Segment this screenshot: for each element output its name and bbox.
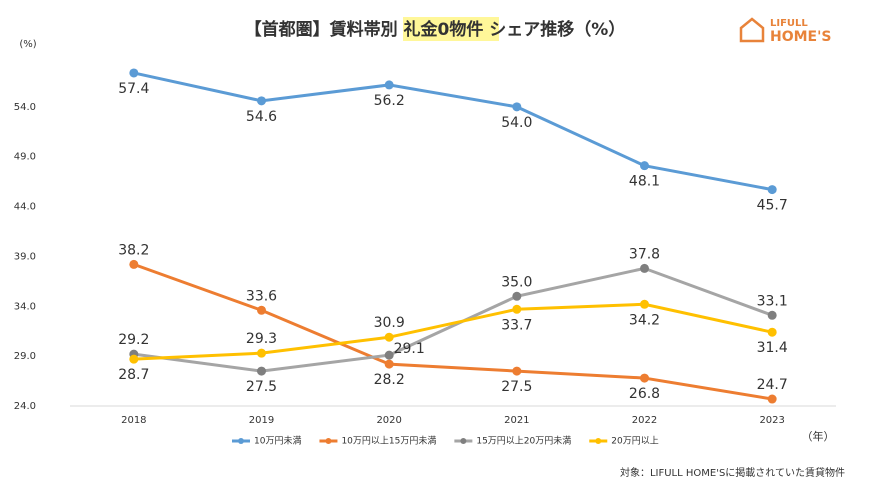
x-tick-label: 2018 xyxy=(121,415,146,426)
y-tick-label: 24.0 xyxy=(14,401,36,412)
x-tick-label: 2022 xyxy=(632,415,657,426)
x-tick-label: 2023 xyxy=(759,415,784,426)
data-label: 33.6 xyxy=(246,288,277,304)
data-label: 31.4 xyxy=(757,340,788,356)
legend-label: 20万円以上 xyxy=(611,436,658,447)
marker xyxy=(257,348,266,358)
y-tick-label: 29.0 xyxy=(14,351,36,362)
data-label: 34.2 xyxy=(629,312,660,328)
series-line xyxy=(133,71,773,192)
data-label: 29.3 xyxy=(246,331,277,347)
data-label: 56.2 xyxy=(374,93,405,109)
marker xyxy=(129,354,139,364)
data-label: 28.7 xyxy=(118,367,149,383)
marker xyxy=(384,359,394,369)
y-tick-label: 49.0 xyxy=(14,152,36,163)
title-highlight xyxy=(403,17,499,41)
data-label: 38.2 xyxy=(118,242,149,258)
legend-marker xyxy=(595,438,602,444)
legend-item: 20万円以上 xyxy=(589,436,659,447)
y-axis-label: (%) xyxy=(19,39,36,50)
marker xyxy=(767,394,777,404)
data-label: 54.0 xyxy=(501,115,532,131)
legend-item: 15万円以上20万円未満 xyxy=(454,435,571,447)
marker xyxy=(384,332,394,342)
logo: LIFULL HOME'S xyxy=(739,17,831,45)
legend-item: 10万円未満 xyxy=(232,435,301,447)
y-tick-label: 44.0 xyxy=(14,202,36,213)
footnote: 対象：LIFULL HOME'Sに掲載されていた賃貸物件 xyxy=(620,466,845,479)
data-label: 48.1 xyxy=(629,174,660,190)
marker xyxy=(767,327,777,337)
logo-top: LIFULL xyxy=(770,18,808,29)
legend-marker xyxy=(238,438,244,444)
marker xyxy=(257,366,266,376)
data-label: 35.0 xyxy=(501,274,532,290)
marker xyxy=(512,304,522,314)
data-label: 37.8 xyxy=(629,246,660,262)
data-label: 33.7 xyxy=(501,317,532,333)
series: 28.7 29.3 30.9 33.7 34.2 31.4 xyxy=(118,299,788,383)
series-line xyxy=(133,302,773,361)
data-label: 54.6 xyxy=(246,109,277,125)
legend-marker xyxy=(325,438,332,444)
y-tick-label: 39.0 xyxy=(14,251,36,262)
marker xyxy=(640,299,649,309)
marker xyxy=(257,96,266,106)
series-line xyxy=(133,266,773,373)
series: 38.2 33.6 28.2 27.5 26.8 24.7 xyxy=(118,242,788,404)
logo-icon xyxy=(739,17,765,43)
data-label: 28.2 xyxy=(374,372,405,388)
data-label: 57.4 xyxy=(118,81,149,97)
y-tick-label: 34.0 xyxy=(14,301,36,312)
marker xyxy=(129,259,139,269)
data-label: 27.5 xyxy=(246,379,277,395)
y-tick-label: 54.0 xyxy=(14,102,36,113)
marker xyxy=(640,263,649,273)
marker xyxy=(512,102,522,112)
data-label: 29.2 xyxy=(118,332,149,348)
data-label: 45.7 xyxy=(757,198,788,214)
marker xyxy=(512,291,522,301)
data-label: 26.8 xyxy=(629,386,660,402)
marker xyxy=(512,366,522,376)
data-label: 29.1 xyxy=(394,341,425,357)
logo-bottom: HOME'S xyxy=(770,29,831,45)
marker xyxy=(384,350,394,360)
marker xyxy=(129,68,139,78)
series: 29.2 27.5 29.1 35.0 37.8 33.1 xyxy=(118,246,788,395)
data-label: 24.7 xyxy=(757,377,788,393)
legend-label: 10万円未満 xyxy=(254,435,301,447)
x-tick-label: 2020 xyxy=(376,415,401,426)
marker xyxy=(640,161,649,171)
data-label: 33.1 xyxy=(757,293,788,309)
series-line xyxy=(133,262,773,401)
marker xyxy=(384,80,394,90)
chart-title: 【首都圏】賃料帯別 礼金0物件 シェア推移（%） xyxy=(245,19,626,40)
data-label: 30.9 xyxy=(374,315,405,331)
legend-label: 10万円以上15万円未満 xyxy=(341,435,436,447)
legend-marker xyxy=(460,438,467,444)
x-axis-label: （年） xyxy=(802,429,835,443)
marker xyxy=(767,310,777,320)
marker xyxy=(640,373,649,383)
legend-label: 15万円以上20万円未満 xyxy=(476,435,571,447)
data-label: 27.5 xyxy=(501,379,532,395)
marker xyxy=(257,305,266,315)
x-tick-label: 2021 xyxy=(504,415,529,426)
series: 57.4 54.6 56.2 54.0 48.1 45.7 xyxy=(118,68,788,214)
marker xyxy=(767,185,777,195)
legend-item: 10万円以上15万円未満 xyxy=(319,435,436,447)
x-tick-label: 2019 xyxy=(249,415,274,426)
